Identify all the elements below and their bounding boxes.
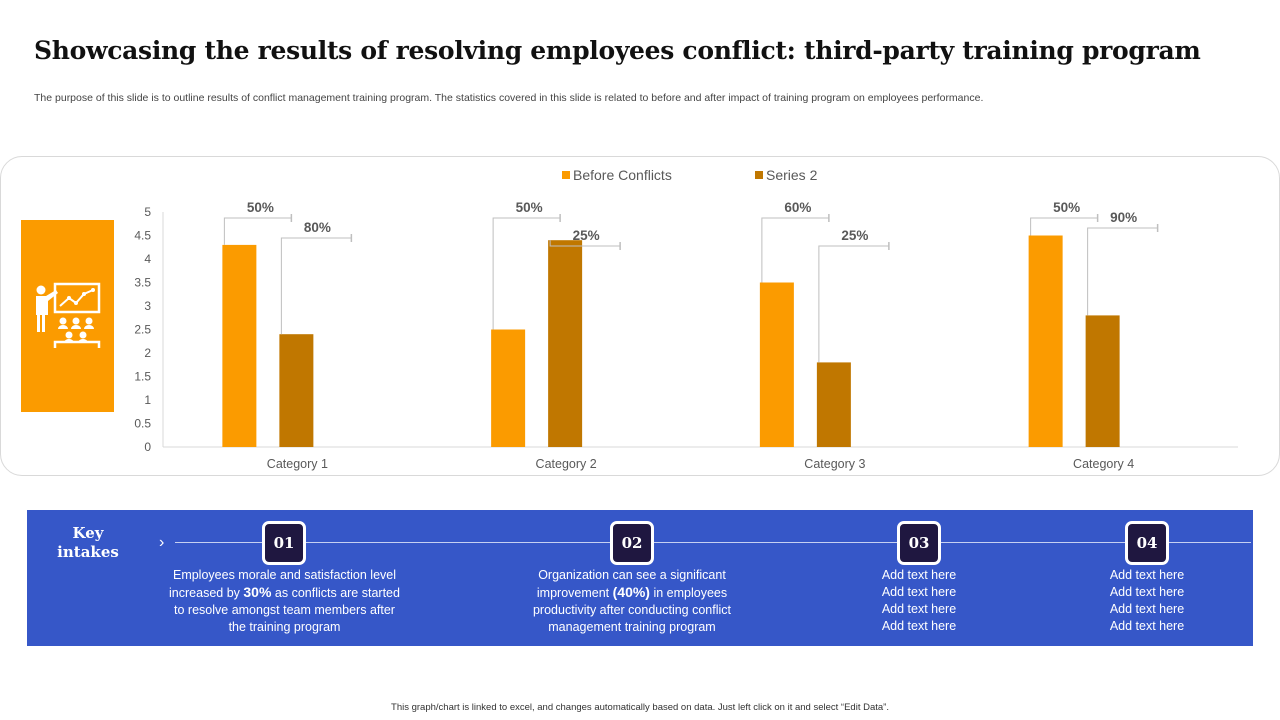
y-tick-label: 0 bbox=[144, 440, 151, 454]
y-tick-label: 5 bbox=[144, 205, 151, 219]
icon-box bbox=[21, 220, 114, 412]
step-badge-04: 04 bbox=[1125, 521, 1169, 565]
y-tick-label: 2 bbox=[144, 346, 151, 360]
data-label: 25% bbox=[573, 228, 600, 243]
key-intakes-panel: Key intakes › 01 Employees morale and sa… bbox=[27, 510, 1253, 646]
bar-chart: 0 0.5 1 1.5 2 2.5 3 3.5 4 4.5 5 Category 1 Category … bbox=[134, 167, 1238, 471]
y-tick-label: 2.5 bbox=[134, 323, 151, 337]
data-label: 90% bbox=[1110, 210, 1137, 225]
bar-series-2 bbox=[548, 240, 583, 447]
page-title: Showcasing the results of resolving empl… bbox=[34, 36, 1201, 65]
bar-series-2 bbox=[816, 362, 851, 447]
step-text-03: Add text here Add text here Add text here… bbox=[881, 568, 957, 633]
step-text-02: Organization can see a significant impro… bbox=[532, 568, 732, 634]
data-label: 50% bbox=[516, 200, 543, 215]
callout-leader bbox=[280, 237, 352, 335]
data-label: 50% bbox=[1053, 200, 1080, 215]
chart-panel bbox=[0, 156, 1280, 476]
bar-before-conflicts bbox=[1028, 235, 1063, 447]
data-label: 25% bbox=[841, 228, 868, 243]
y-tick-label: 0.5 bbox=[134, 417, 151, 431]
bar-series-2 bbox=[1085, 315, 1120, 447]
callout-leader bbox=[818, 245, 889, 363]
y-tick-label: 4.5 bbox=[134, 229, 151, 243]
x-tick-label: Category 1 bbox=[267, 457, 328, 471]
y-tick-label: 1 bbox=[144, 393, 151, 407]
callout-leader bbox=[492, 217, 561, 330]
timeline-line bbox=[175, 542, 1251, 543]
bar-before-conflicts bbox=[222, 244, 257, 447]
callout-leader bbox=[1030, 217, 1098, 236]
x-tick-label: Category 2 bbox=[536, 457, 597, 471]
step-badge-02: 02 bbox=[610, 521, 654, 565]
bar-series-2 bbox=[279, 334, 314, 447]
callout-leader bbox=[761, 217, 829, 283]
legend-swatch bbox=[562, 171, 570, 179]
legend-label: Before Conflicts bbox=[573, 167, 672, 183]
bar-before-conflicts bbox=[491, 329, 526, 447]
bar-before-conflicts bbox=[759, 282, 794, 447]
key-intakes-title: Key intakes bbox=[57, 524, 119, 561]
y-tick-label: 4 bbox=[144, 252, 151, 266]
step-text-04: Add text here Add text here Add text here… bbox=[1109, 568, 1185, 633]
callout-leader bbox=[549, 240, 621, 247]
legend-swatch bbox=[755, 171, 763, 179]
step-badge-01: 01 bbox=[262, 521, 306, 565]
step-badge-03: 03 bbox=[897, 521, 941, 565]
legend-label: Series 2 bbox=[766, 167, 818, 183]
y-tick-label: 3 bbox=[144, 299, 151, 313]
x-tick-label: Category 4 bbox=[1073, 457, 1134, 471]
callout-leader bbox=[1087, 227, 1158, 316]
x-tick-label: Category 3 bbox=[804, 457, 865, 471]
presentation-training-icon bbox=[36, 282, 101, 348]
data-label: 50% bbox=[247, 200, 274, 215]
data-label: 60% bbox=[784, 200, 811, 215]
callout-leader bbox=[223, 217, 292, 245]
step-text-01: Employees morale and satisfaction level … bbox=[169, 568, 400, 634]
data-label: 80% bbox=[304, 220, 331, 235]
chevron-right-icon: › bbox=[159, 534, 165, 551]
y-tick-label: 3.5 bbox=[134, 276, 151, 290]
y-tick-label: 1.5 bbox=[134, 370, 151, 384]
footer-note: This graph/chart is linked to excel, and… bbox=[391, 702, 889, 713]
page-subtitle: The purpose of this slide is to outline … bbox=[34, 92, 984, 104]
